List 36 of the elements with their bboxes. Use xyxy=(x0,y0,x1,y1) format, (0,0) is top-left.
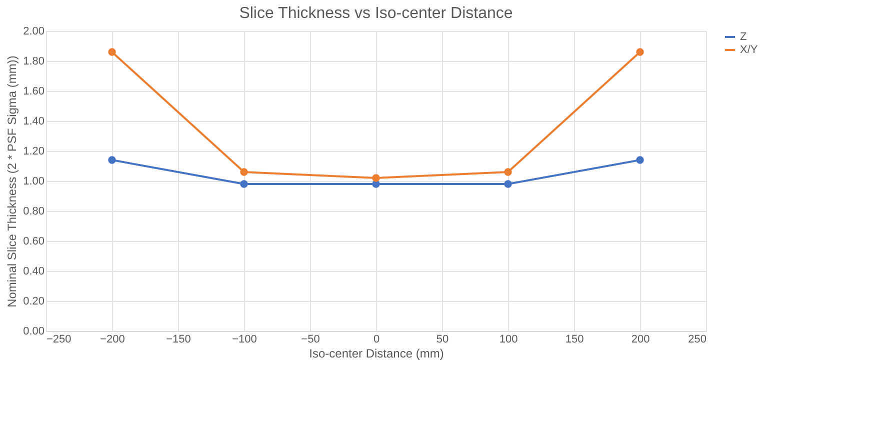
y-tick-label: 1.00 xyxy=(23,176,44,188)
y-tick-label: 1.80 xyxy=(23,56,44,68)
point xyxy=(108,48,116,56)
y-tick-label: 1.40 xyxy=(23,116,44,128)
x-tick-label: 50 xyxy=(436,334,449,346)
x-tick-label: 250 xyxy=(688,334,706,346)
point xyxy=(372,174,380,182)
chart-title: Slice Thickness vs Iso-center Distance xyxy=(239,5,513,22)
x-tick-label: −50 xyxy=(301,334,320,346)
x-tick-label: −150 xyxy=(166,334,191,346)
x-tick-label: 150 xyxy=(565,334,584,346)
y-tick-label: 0.80 xyxy=(23,206,44,218)
x-tick-label: 200 xyxy=(631,334,650,346)
point xyxy=(240,180,248,188)
y-tick-label: 1.60 xyxy=(23,86,44,98)
legend-label: X/Y xyxy=(740,44,758,56)
y-tick-label: 2.00 xyxy=(23,26,44,38)
x-axis-title: Iso-center Distance (mm) xyxy=(309,346,444,360)
x-tick-label: 0 xyxy=(373,334,380,346)
y-tick-label: 0.20 xyxy=(23,296,44,308)
y-tick-label: 1.20 xyxy=(23,146,44,158)
y-tick-label: 0.00 xyxy=(23,326,44,338)
y-tick-label: 0.60 xyxy=(23,236,44,248)
point xyxy=(108,156,116,164)
y-axis-title: Nominal Slice Thickness (2 * PSF Sigma (mm)) xyxy=(5,56,20,308)
x-tick-label: −200 xyxy=(100,334,125,346)
point xyxy=(504,180,512,188)
point xyxy=(636,156,644,164)
point xyxy=(240,168,248,176)
x-tick-label: −100 xyxy=(232,334,257,346)
x-tick-label: 100 xyxy=(499,334,518,346)
point xyxy=(636,48,644,56)
x-tick-label: −250 xyxy=(46,334,72,346)
y-tick-label: 0.40 xyxy=(23,266,44,278)
legend-label: Z xyxy=(740,31,747,43)
point xyxy=(504,168,512,176)
